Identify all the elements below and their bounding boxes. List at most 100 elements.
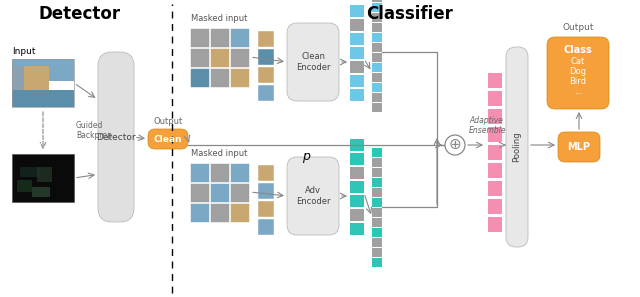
Bar — [372, 228, 382, 237]
Bar — [350, 5, 364, 17]
Bar — [350, 75, 364, 87]
Bar — [32, 187, 50, 197]
Bar — [12, 66, 43, 90]
Bar — [12, 154, 74, 202]
Bar — [350, 89, 364, 101]
Text: Masked input: Masked input — [191, 149, 248, 158]
Bar — [20, 167, 40, 177]
Bar — [230, 28, 249, 47]
Bar — [210, 68, 229, 87]
Bar — [12, 59, 74, 80]
Text: Classifier: Classifier — [367, 5, 453, 23]
Bar — [350, 47, 364, 59]
Bar — [372, 178, 382, 187]
Bar — [37, 167, 52, 182]
Bar — [372, 198, 382, 207]
Bar — [230, 68, 249, 87]
Bar — [258, 219, 274, 235]
Bar — [210, 163, 229, 182]
Bar — [350, 139, 364, 151]
Bar — [372, 43, 382, 52]
Bar — [372, 73, 382, 82]
Bar — [488, 73, 502, 88]
Bar — [12, 59, 74, 107]
Bar — [372, 158, 382, 167]
Text: Output: Output — [154, 117, 182, 126]
Bar — [488, 127, 502, 142]
Text: Clean
Encoder: Clean Encoder — [296, 52, 330, 72]
Bar — [258, 201, 274, 217]
Text: Output: Output — [563, 23, 594, 32]
Bar — [230, 163, 249, 182]
Text: Clean: Clean — [154, 135, 182, 143]
Bar — [372, 148, 382, 157]
FancyBboxPatch shape — [98, 52, 134, 222]
FancyBboxPatch shape — [287, 23, 339, 101]
Bar — [210, 203, 229, 222]
Bar — [258, 67, 274, 83]
Text: Adaptive
Ensemble: Adaptive Ensemble — [469, 116, 507, 135]
Bar — [24, 66, 49, 93]
Bar — [350, 209, 364, 221]
Bar — [210, 48, 229, 67]
Bar — [350, 195, 364, 207]
FancyBboxPatch shape — [506, 47, 528, 247]
Bar — [12, 90, 74, 107]
Bar — [350, 181, 364, 193]
Text: $p$: $p$ — [302, 151, 311, 165]
FancyBboxPatch shape — [148, 129, 188, 149]
Bar — [372, 0, 382, 2]
Bar — [372, 103, 382, 112]
Bar — [17, 180, 32, 192]
Text: Pooling: Pooling — [513, 132, 522, 162]
Bar — [190, 68, 209, 87]
Bar — [372, 83, 382, 92]
Text: Cat: Cat — [571, 57, 585, 66]
Text: Dog: Dog — [570, 67, 586, 76]
Bar — [190, 163, 209, 182]
Text: Detector: Detector — [96, 132, 136, 141]
Bar — [210, 183, 229, 202]
Bar — [372, 168, 382, 177]
Bar — [372, 238, 382, 247]
Bar — [350, 153, 364, 165]
Bar — [350, 167, 364, 179]
Text: Adv
Encoder: Adv Encoder — [296, 186, 330, 206]
Bar — [488, 145, 502, 160]
Text: MLP: MLP — [568, 142, 591, 152]
Bar — [190, 183, 209, 202]
Text: Detector: Detector — [39, 5, 121, 23]
FancyBboxPatch shape — [547, 37, 609, 109]
Bar — [230, 48, 249, 67]
Bar — [372, 13, 382, 22]
Bar — [350, 19, 364, 31]
Text: Bird: Bird — [570, 77, 586, 86]
Bar — [210, 28, 229, 47]
Bar — [372, 53, 382, 62]
Bar — [372, 23, 382, 32]
Bar — [258, 183, 274, 199]
FancyBboxPatch shape — [287, 157, 339, 235]
Text: ...: ... — [574, 87, 582, 96]
Bar — [488, 91, 502, 106]
Bar — [372, 63, 382, 72]
Bar — [258, 31, 274, 47]
Bar — [488, 163, 502, 178]
Bar — [258, 49, 274, 65]
Bar — [258, 165, 274, 181]
Bar — [488, 109, 502, 124]
Bar — [488, 199, 502, 214]
Bar — [190, 203, 209, 222]
Text: ⊕: ⊕ — [449, 137, 461, 151]
Text: Masked input: Masked input — [191, 14, 248, 23]
Bar — [372, 248, 382, 257]
Text: Guided
Backprop: Guided Backprop — [76, 121, 112, 140]
Bar — [350, 33, 364, 45]
FancyBboxPatch shape — [558, 132, 600, 162]
Bar — [372, 188, 382, 197]
Bar — [488, 181, 502, 196]
Bar — [190, 28, 209, 47]
Circle shape — [445, 135, 465, 155]
Bar — [350, 61, 364, 73]
Bar — [372, 93, 382, 102]
